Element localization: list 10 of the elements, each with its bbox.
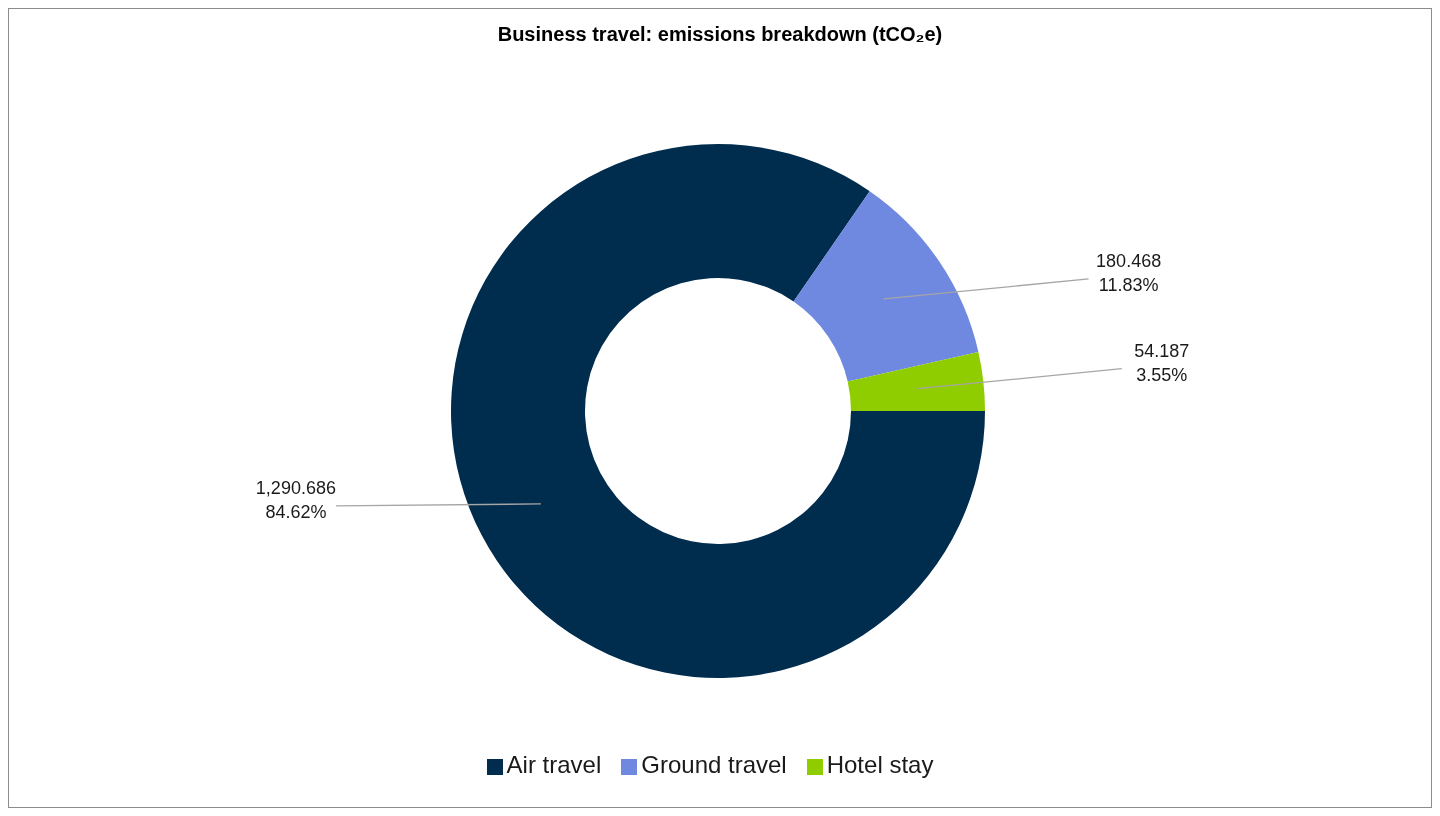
donut-slice bbox=[847, 351, 985, 411]
legend-label: Ground travel bbox=[641, 751, 787, 778]
data-label: 54.187 3.55% bbox=[1134, 340, 1190, 385]
data-label: 1,290.686 84.62% bbox=[255, 477, 336, 522]
donut-slice bbox=[793, 191, 979, 382]
chart-title: Business travel: emissions breakdown (tCO₂e) bbox=[496, 23, 944, 46]
legend-label: Air travel bbox=[506, 751, 602, 778]
legend-label: Hotel stay bbox=[826, 751, 934, 778]
donut-slice bbox=[451, 144, 985, 678]
data-label: 180.468 11.83% bbox=[1096, 250, 1162, 295]
